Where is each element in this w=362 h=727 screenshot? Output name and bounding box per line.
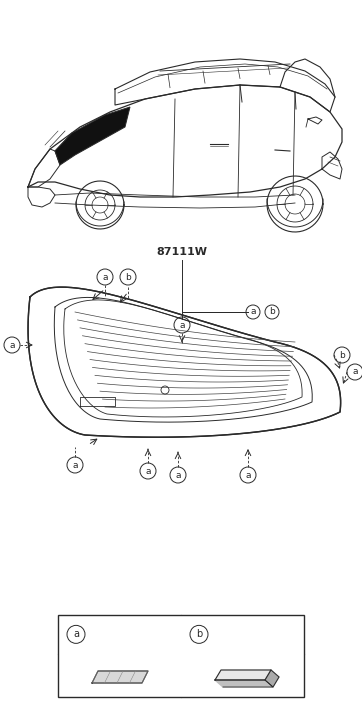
Text: a: a [145,467,151,475]
Text: a: a [179,321,185,329]
Text: b: b [125,273,131,281]
Text: a: a [73,630,79,639]
Polygon shape [265,670,279,687]
Polygon shape [215,680,273,687]
Text: a: a [9,340,15,350]
FancyBboxPatch shape [58,615,304,697]
Text: a: a [250,308,256,316]
Text: a: a [102,273,108,281]
Polygon shape [28,287,341,437]
Text: b: b [269,308,275,316]
Text: 86124D: 86124D [92,630,136,639]
Polygon shape [92,671,148,683]
Text: 87864: 87864 [215,630,251,639]
Text: a: a [352,368,358,377]
Polygon shape [215,670,271,680]
Text: b: b [196,630,202,639]
Text: a: a [245,470,251,480]
Polygon shape [55,107,130,165]
Text: b: b [339,350,345,359]
Text: a: a [175,470,181,480]
Text: a: a [72,460,78,470]
Text: 87111W: 87111W [156,247,207,257]
